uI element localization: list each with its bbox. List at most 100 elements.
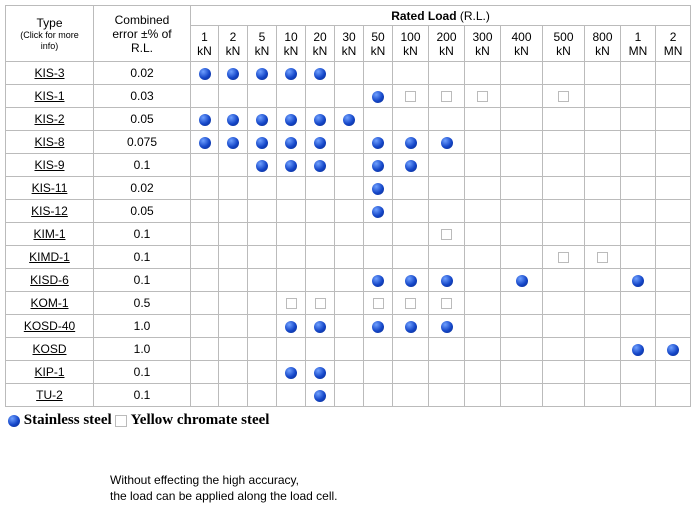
- type-link[interactable]: KIMD-1: [29, 250, 70, 264]
- load-cell: [500, 337, 543, 361]
- load-cell: [584, 383, 621, 407]
- load-cell: [464, 245, 501, 269]
- type-cell: KIS-1: [5, 84, 94, 108]
- load-cell: [584, 360, 621, 384]
- load-cell: [620, 176, 656, 200]
- table-row: KIP-1 0.1: [5, 360, 692, 384]
- chromate-mark: [441, 298, 452, 310]
- unit-value: 1: [201, 29, 208, 44]
- unit-name: kN: [341, 43, 357, 58]
- table-row: KIS-1 0.03: [5, 84, 692, 108]
- load-cell: [363, 176, 393, 200]
- type-link[interactable]: KIS-11: [31, 181, 68, 195]
- type-link[interactable]: KISD-6: [30, 273, 69, 287]
- load-cell: [247, 107, 277, 131]
- stainless-mark: [256, 67, 268, 80]
- type-link[interactable]: KIS-2: [34, 112, 65, 126]
- legend-label: Stainless steel: [23, 412, 112, 428]
- table-row: KIM-1 0.1: [5, 222, 692, 246]
- type-link[interactable]: KIP-1: [34, 365, 65, 379]
- error-cell: 0.02: [93, 61, 191, 85]
- load-cell: [428, 130, 465, 154]
- load-cell: [392, 176, 429, 200]
- load-cell: [428, 383, 465, 407]
- load-cell: [428, 268, 465, 292]
- unit-header: 100 kN: [392, 25, 429, 62]
- type-link[interactable]: KIS-8: [34, 135, 65, 149]
- unit-name: kN: [197, 43, 212, 58]
- load-cell: [276, 360, 306, 384]
- type-cell: KIS-11: [5, 176, 94, 200]
- load-cell: [654, 130, 692, 154]
- unit-header: 50 kN: [363, 25, 393, 62]
- stainless-mark: [372, 136, 384, 149]
- stainless-mark: [314, 320, 326, 333]
- load-cell: [363, 130, 393, 154]
- type-link[interactable]: KOSD: [32, 342, 67, 356]
- type-link[interactable]: KIM-1: [33, 227, 66, 241]
- load-cell: [392, 337, 429, 361]
- load-cell: [500, 107, 543, 131]
- unit-header: 500 kN: [542, 25, 585, 62]
- unit-header: 400 kN: [500, 25, 543, 62]
- load-cell: [276, 291, 306, 315]
- unit-name: kN: [475, 43, 490, 58]
- load-cell: [276, 245, 306, 269]
- type-link[interactable]: KIS-12: [31, 204, 68, 218]
- load-cell: [392, 61, 429, 85]
- load-cell: [584, 176, 621, 200]
- load-cell: [247, 245, 277, 269]
- chromate-mark: [314, 298, 326, 310]
- load-cell: [190, 360, 219, 384]
- load-cell: [305, 199, 335, 223]
- load-cell: [584, 222, 621, 246]
- load-cell: [334, 61, 364, 85]
- load-cell: [464, 199, 501, 223]
- table-row: KOSD 1.0: [5, 337, 692, 361]
- error-cell: 0.03: [93, 84, 191, 108]
- type-link[interactable]: KOSD-40: [23, 319, 76, 333]
- stainless-mark: [440, 274, 453, 287]
- load-cell: [334, 130, 364, 154]
- load-cell: [620, 383, 656, 407]
- load-cell: [276, 222, 306, 246]
- unit-header: 20 kN: [305, 25, 335, 62]
- load-cell: [620, 107, 656, 131]
- error-cell: 0.1: [93, 268, 191, 292]
- load-cell: [654, 268, 692, 292]
- error-cell: 0.05: [93, 199, 191, 223]
- load-cell: [620, 222, 656, 246]
- load-cell: [654, 383, 692, 407]
- rated-load-note: (R.L.): [459, 8, 490, 23]
- type-note: (Click for more info): [20, 29, 79, 51]
- load-cell: [654, 176, 692, 200]
- stainless-mark: [256, 113, 268, 126]
- load-cell: [542, 291, 585, 315]
- table-row: KISD-6 0.1: [5, 268, 692, 292]
- load-cell: [334, 84, 364, 108]
- type-link[interactable]: KIS-3: [34, 66, 65, 80]
- unit-value: 200: [436, 29, 457, 44]
- load-cell: [500, 84, 543, 108]
- load-cell: [392, 245, 429, 269]
- load-cell: [464, 84, 501, 108]
- stainless-mark: [314, 366, 326, 379]
- load-cell: [334, 245, 364, 269]
- stainless-mark: [667, 343, 680, 356]
- error-header: Combined error ±% of R.L.: [93, 5, 191, 62]
- error-cell: 1.0: [93, 337, 191, 361]
- type-link[interactable]: KIS-9: [34, 158, 65, 172]
- load-cell: [464, 153, 501, 177]
- load-cell: [392, 130, 429, 154]
- load-cell: [542, 337, 585, 361]
- type-link[interactable]: TU-2: [36, 388, 63, 402]
- type-link[interactable]: KIS-1: [34, 89, 65, 103]
- load-cell: [334, 337, 364, 361]
- load-cell: [218, 61, 248, 85]
- load-cell: [500, 176, 543, 200]
- load-cell: [392, 360, 429, 384]
- type-link[interactable]: KOM-1: [30, 296, 69, 310]
- load-cell: [392, 84, 429, 108]
- load-cell: [392, 314, 429, 338]
- load-cell: [500, 222, 543, 246]
